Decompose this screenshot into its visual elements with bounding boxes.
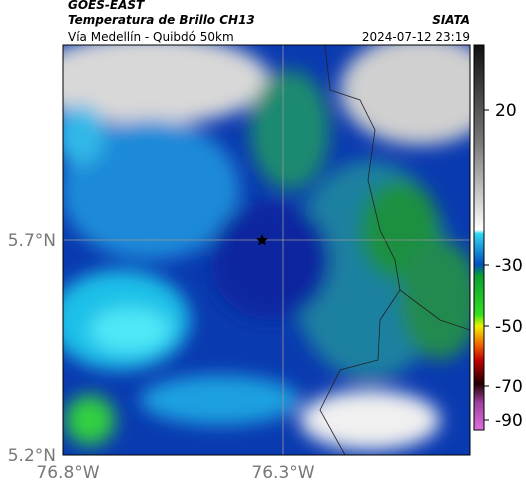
latitude-label: 5.7°N xyxy=(8,231,56,251)
source-label: SIATA xyxy=(432,13,470,27)
route-label: Vía Medellín - Quibdó 50km xyxy=(68,30,234,44)
colorbar-tick-label: -70 xyxy=(495,377,523,397)
latitude-label: 5.2°N xyxy=(8,446,56,466)
colorbar-ticks: 20 -30 -50 -70 -90 xyxy=(484,101,523,431)
colorbar-tick-label: 20 xyxy=(495,101,517,121)
satellite-name: GOES-EAST xyxy=(68,0,145,12)
colorbar-tick-label: -90 xyxy=(495,411,523,431)
product-title: Temperatura de Brillo CH13 xyxy=(68,13,255,27)
colorbar-tick-label: -30 xyxy=(495,256,523,276)
brightness-temperature-field xyxy=(63,45,470,455)
colorbar-tick-label: -50 xyxy=(495,317,523,337)
colorbar xyxy=(473,44,485,431)
longitude-label: 76.8°W xyxy=(36,463,99,483)
longitude-label: 76.3°W xyxy=(251,463,314,483)
timestamp: 2024-07-12 23:19 xyxy=(362,30,470,44)
